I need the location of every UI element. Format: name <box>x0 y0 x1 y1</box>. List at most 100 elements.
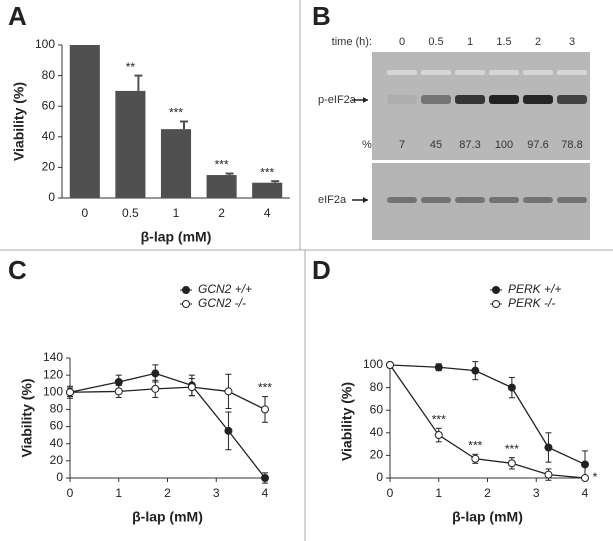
y-tick-label: 80 <box>370 380 384 394</box>
x-tick-label: 0.5 <box>122 206 139 220</box>
bar <box>115 90 146 198</box>
band <box>557 95 587 104</box>
band <box>523 95 553 104</box>
legend-label: GCN2 -/- <box>198 296 246 310</box>
x-tick-label: 1 <box>435 486 442 500</box>
legend-marker <box>182 286 190 294</box>
percent-value: 78.8 <box>561 139 582 151</box>
band <box>489 70 519 75</box>
panel-label: B <box>312 1 331 31</box>
point <box>507 383 516 392</box>
band <box>557 197 587 203</box>
band <box>489 197 519 203</box>
x-tick-label: 2 <box>484 486 491 500</box>
significance: *** <box>505 442 519 456</box>
band <box>421 95 451 104</box>
arrow-head <box>363 197 368 203</box>
y-tick-label: 100 <box>363 357 383 371</box>
y-tick-label: 80 <box>42 68 56 82</box>
point <box>386 361 394 369</box>
time-value: 1.5 <box>496 36 511 48</box>
x-tick-label: 1 <box>173 206 180 220</box>
y-tick-label: 0 <box>48 190 55 204</box>
percent-value: 45 <box>430 139 442 151</box>
y-tick-label: 80 <box>50 402 64 416</box>
bar <box>69 45 100 198</box>
panel-label: C <box>8 255 27 285</box>
point <box>114 378 123 386</box>
x-tick-label: 0 <box>387 486 394 500</box>
legend-label: GCN2 +/+ <box>198 282 252 296</box>
band <box>557 70 587 75</box>
x-tick-label: 4 <box>264 206 271 220</box>
band <box>387 70 417 75</box>
significance: *** <box>215 158 229 172</box>
significance: *** <box>260 165 274 179</box>
point <box>581 474 589 482</box>
y-tick-label: 60 <box>50 419 64 433</box>
x-tick-label: 3 <box>213 486 220 500</box>
point <box>471 366 480 375</box>
point <box>434 431 443 440</box>
row-label: p-eIF2a <box>318 94 357 106</box>
x-axis-label: β-lap (mM) <box>141 229 212 245</box>
legend-marker <box>492 300 500 308</box>
y-tick-label: 20 <box>50 453 64 467</box>
x-tick-label: 3 <box>533 486 540 500</box>
time-value: 0 <box>399 36 405 48</box>
series-line <box>389 364 586 466</box>
significance: *** <box>468 438 482 452</box>
band <box>421 197 451 203</box>
series-line <box>69 386 266 411</box>
legend-marker <box>492 286 500 294</box>
band <box>455 197 485 203</box>
y-axis-label: Viability (%) <box>339 382 355 461</box>
bar <box>252 182 283 198</box>
time-value: 3 <box>569 36 575 48</box>
y-tick-label: 20 <box>370 448 384 462</box>
x-tick-label: 0 <box>67 486 74 500</box>
significance: ** <box>126 60 136 74</box>
point <box>434 363 443 372</box>
time-value: 1 <box>467 36 473 48</box>
band <box>489 95 519 104</box>
point <box>187 383 196 392</box>
point <box>224 426 233 435</box>
point <box>66 388 74 397</box>
point <box>114 387 123 396</box>
point <box>224 387 233 396</box>
x-tick-label: 4 <box>582 486 589 500</box>
y-tick-label: 40 <box>42 129 56 143</box>
bar <box>206 175 237 198</box>
y-tick-label: 60 <box>370 402 384 416</box>
series-line <box>389 364 586 479</box>
percent-value: 87.3 <box>459 139 480 151</box>
legend-marker <box>182 300 190 308</box>
point <box>151 369 160 378</box>
y-tick-label: 0 <box>56 470 63 484</box>
x-tick-label: 2 <box>218 206 225 220</box>
significance: *** <box>258 381 272 395</box>
y-tick-label: 40 <box>370 425 384 439</box>
legend-label: PERK -/- <box>508 296 555 310</box>
series-line <box>69 372 266 479</box>
x-tick-label: 4 <box>262 486 269 500</box>
y-tick-label: 20 <box>42 160 56 174</box>
significance: * <box>593 470 598 484</box>
x-tick-label: 2 <box>164 486 171 500</box>
arrow-head <box>363 97 368 103</box>
point <box>151 384 160 393</box>
percent-label: % <box>362 139 372 151</box>
time-label: time (h): <box>332 36 372 48</box>
row-label: eIF2a <box>318 194 347 206</box>
percent-value: 7 <box>399 139 405 151</box>
significance: *** <box>432 412 446 426</box>
x-tick-label: 1 <box>115 486 122 500</box>
x-axis-label: β-lap (mM) <box>452 509 523 525</box>
band <box>523 70 553 75</box>
point <box>261 405 269 414</box>
percent-value: 97.6 <box>527 139 548 151</box>
percent-value: 100 <box>495 139 513 151</box>
band <box>387 95 417 104</box>
y-axis-label: Viability (%) <box>19 378 35 457</box>
